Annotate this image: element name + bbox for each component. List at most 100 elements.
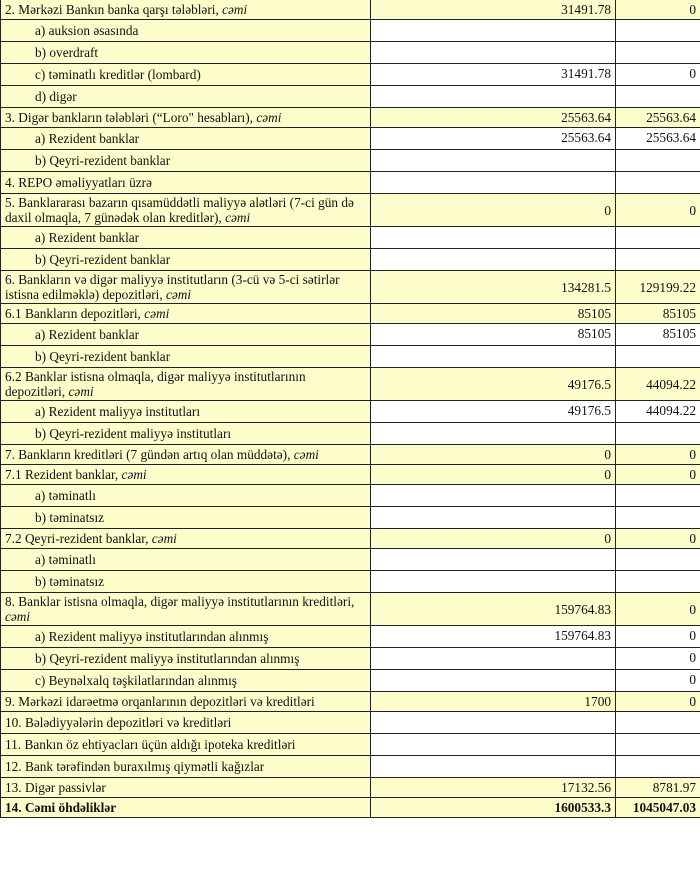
value-column-2 xyxy=(615,149,700,172)
row-label-total-suffix: cəmi xyxy=(166,287,192,302)
value-column-1: 25563.64 xyxy=(370,127,616,150)
value-column-1: 0 xyxy=(370,464,616,485)
row-label-text: 2. Mərkəzi Bankın banka qarşı tələbləri, xyxy=(5,2,223,17)
row-label: a) təminatlı xyxy=(0,484,371,507)
table-row: a) təminatlı xyxy=(0,484,700,507)
value-column-1: 1700 xyxy=(370,691,616,712)
table-row: c) təminatlı kreditlər (lombard) 31491.78… xyxy=(0,63,700,86)
row-label: b) təminatsız xyxy=(0,506,371,529)
table-row: a) Rezident banklar 85105 85105 xyxy=(0,323,700,346)
row-label-text: 14. Cəmi öhdəliklər xyxy=(5,800,117,815)
table-row: 12. Bank tərəfindən buraxılmış qiymətli … xyxy=(0,755,700,778)
row-label-text: b) təminatsız xyxy=(35,510,105,525)
row-label-text: 4. REPO əməliyyatları üzrə xyxy=(5,175,152,190)
row-label: a) Rezident banklar xyxy=(0,323,371,346)
value-column-1: 159764.83 xyxy=(370,592,616,626)
table-row: b) Qeyri-rezident banklar xyxy=(0,345,700,368)
row-label: 10. Bələdiyyələrin depozitləri və kredit… xyxy=(0,711,371,734)
value-column-2: 85105 xyxy=(615,323,700,346)
row-label: d) digər xyxy=(0,85,371,108)
value-column-2: 0 xyxy=(615,625,700,648)
row-label: b) overdraft xyxy=(0,41,371,64)
row-label-text: 8. Banklar istisna olmaqla, digər maliyy… xyxy=(5,594,355,609)
value-column-2 xyxy=(615,345,700,368)
table-row: 13. Digər passivlər 17132.56 8781.97 xyxy=(0,777,700,798)
value-column-2: 0 xyxy=(615,647,700,670)
table-row: 5. Banklararası bazarın qısamüddətli mal… xyxy=(0,193,700,227)
row-label-total-suffix: cəmi xyxy=(121,467,147,482)
table-row: 7.2 Qeyri-rezident banklar, cəmi 0 0 xyxy=(0,528,700,549)
row-label: 14. Cəmi öhdəliklər xyxy=(0,797,371,818)
row-label-text: 6. Bankların və digər maliyyə institutla… xyxy=(5,272,340,302)
row-label: 7.2 Qeyri-rezident banklar, cəmi xyxy=(0,528,371,549)
value-column-1: 17132.56 xyxy=(370,777,616,798)
table-row: a) Rezident banklar 25563.64 25563.64 xyxy=(0,127,700,150)
row-label-text: 5. Banklararası bazarın qısamüddətli mal… xyxy=(5,195,354,225)
value-column-1: 159764.83 xyxy=(370,625,616,648)
value-column-2: 0 xyxy=(615,193,700,227)
row-label-text: c) Beynəlxalq təşkilatlarından alınmış xyxy=(35,673,237,688)
value-column-2 xyxy=(615,41,700,64)
value-column-1: 0 xyxy=(370,444,616,465)
table-row: b) təminatsız xyxy=(0,570,700,593)
value-column-1: 49176.5 xyxy=(370,367,616,401)
table-row: 9. Mərkəzi idarəetmə orqanlarının depozi… xyxy=(0,691,700,712)
row-label-text: 6.2 Banklar istisna olmaqla, digər maliy… xyxy=(5,369,306,399)
table-row: b) təminatsız xyxy=(0,506,700,529)
row-label: 11. Bankın öz ehtiyacları üçün aldığı ip… xyxy=(0,733,371,756)
row-label: 13. Digər passivlər xyxy=(0,777,371,798)
row-label-text: b) overdraft xyxy=(35,45,99,60)
table-row: b) Qeyri-rezident maliyyə institutları xyxy=(0,422,700,445)
row-label: c) Beynəlxalq təşkilatlarından alınmış xyxy=(0,669,371,692)
row-label-text: a) Rezident banklar xyxy=(35,327,140,342)
row-label-total-suffix: cəmi xyxy=(5,609,31,624)
value-column-1 xyxy=(370,422,616,445)
row-label-text: a) təminatlı xyxy=(35,552,96,567)
table-row: 7. Bankların kreditləri (7 gündən artıq … xyxy=(0,444,700,465)
value-column-2: 0 xyxy=(615,528,700,549)
row-label: 7.1 Rezident banklar, cəmi xyxy=(0,464,371,485)
row-label: b) təminatsız xyxy=(0,570,371,593)
value-column-1 xyxy=(370,647,616,670)
table-row: b) Qeyri-rezident maliyyə institutlarınd… xyxy=(0,647,700,670)
row-label: 7. Bankların kreditləri (7 gündən artıq … xyxy=(0,444,371,465)
value-column-2: 1045047.03 xyxy=(615,797,700,818)
table-row: 10. Bələdiyyələrin depozitləri və kredit… xyxy=(0,711,700,734)
row-label-text: 9. Mərkəzi idarəetmə orqanlarının depozi… xyxy=(5,694,315,709)
value-column-2: 0 xyxy=(615,691,700,712)
value-column-1 xyxy=(370,149,616,172)
value-column-1: 85105 xyxy=(370,323,616,346)
liabilities-table: 2. Mərkəzi Bankın banka qarşı tələbləri,… xyxy=(0,0,700,818)
row-label: 2. Mərkəzi Bankın banka qarşı tələbləri,… xyxy=(0,0,371,20)
table-row: 6.2 Banklar istisna olmaqla, digər maliy… xyxy=(0,367,700,401)
row-label-total-suffix: cəmi xyxy=(151,531,177,546)
row-label-text: b) təminatsız xyxy=(35,574,105,589)
row-label-text: b) Qeyri-rezident maliyyə institutlarınd… xyxy=(35,651,300,666)
row-label-text: 11. Bankın öz ehtiyacları üçün aldığı ip… xyxy=(5,737,296,752)
value-column-2: 44094.22 xyxy=(615,367,700,401)
value-column-1: 25563.64 xyxy=(370,107,616,128)
value-column-1 xyxy=(370,19,616,42)
value-column-1 xyxy=(370,755,616,778)
value-column-1 xyxy=(370,226,616,249)
row-label: 12. Bank tərəfindən buraxılmış qiymətli … xyxy=(0,755,371,778)
table-row: b) Qeyri-rezident banklar xyxy=(0,248,700,271)
value-column-2 xyxy=(615,19,700,42)
table-row: 7.1 Rezident banklar, cəmi 0 0 xyxy=(0,464,700,485)
row-label: a) Rezident banklar xyxy=(0,127,371,150)
value-column-1 xyxy=(370,484,616,507)
row-label-text: a) Rezident banklar xyxy=(35,230,140,245)
value-column-1 xyxy=(370,548,616,571)
row-label: b) Qeyri-rezident maliyyə institutları xyxy=(0,422,371,445)
row-label-total-suffix: cəmi xyxy=(225,210,251,225)
value-column-2 xyxy=(615,171,700,194)
table-row: d) digər xyxy=(0,85,700,108)
value-column-1: 49176.5 xyxy=(370,400,616,423)
value-column-1 xyxy=(370,171,616,194)
value-column-2: 85105 xyxy=(615,303,700,324)
row-label-total-suffix: cəmi xyxy=(293,447,319,462)
value-column-2: 44094.22 xyxy=(615,400,700,423)
value-column-2 xyxy=(615,422,700,445)
value-column-1: 85105 xyxy=(370,303,616,324)
row-label-text: 7.1 Rezident banklar, xyxy=(5,467,122,482)
